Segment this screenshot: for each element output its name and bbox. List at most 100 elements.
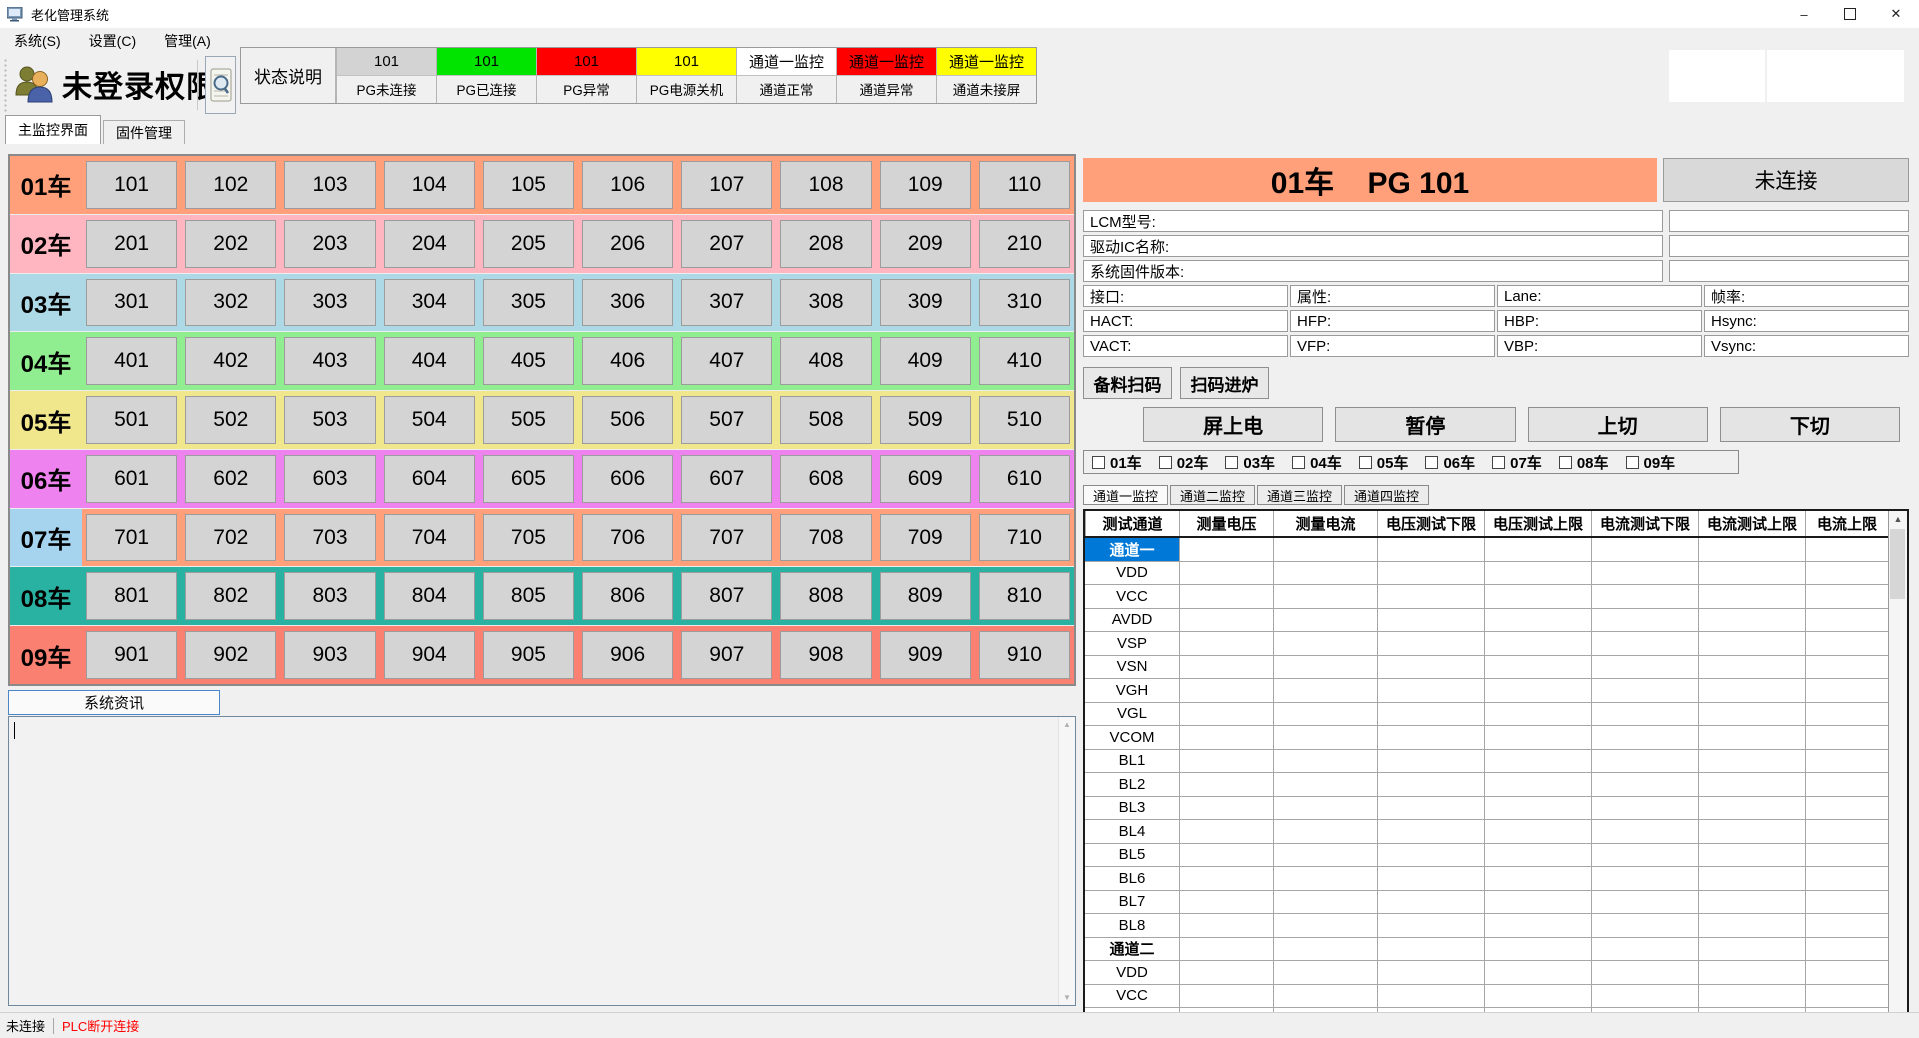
table-cell[interactable] [1698,679,1805,702]
pg-cell[interactable]: 207 [681,219,773,268]
table-cell[interactable] [1591,749,1698,772]
pg-cell[interactable]: 903 [284,631,376,680]
table-cell[interactable] [1179,867,1273,890]
table-cell[interactable] [1484,890,1591,913]
pg-cell[interactable]: 610 [978,454,1071,503]
table-cell[interactable] [1377,843,1484,866]
pg-cell[interactable]: 407 [681,337,773,386]
table-cell[interactable] [1179,914,1273,937]
pg-cell[interactable]: 801 [86,572,178,621]
pg-cell[interactable]: 806 [582,572,674,621]
table-header-cell[interactable]: 电流上限 [1805,511,1888,536]
table-cell[interactable] [1484,632,1591,655]
table-cell[interactable] [1377,867,1484,890]
table-cell[interactable] [1377,561,1484,584]
table-cell[interactable] [1805,632,1888,655]
pg-cell[interactable]: 907 [681,631,773,680]
pg-cell[interactable]: 209 [879,219,971,268]
table-cell-channel[interactable]: 通道一 [1085,538,1179,561]
table-cell[interactable] [1805,867,1888,890]
param-field[interactable]: 属性: [1290,285,1495,307]
table-cell[interactable] [1591,961,1698,984]
table-cell[interactable] [1377,890,1484,913]
info-side-field[interactable] [1669,260,1909,282]
cart-checkbox[interactable]: 05车 [1358,452,1408,473]
cart-checkbox[interactable]: 08车 [1558,452,1609,473]
table-header-cell[interactable]: 电流测试上限 [1698,511,1805,536]
scroll-up-icon[interactable]: ▲ [1893,514,1903,524]
cart-checkbox[interactable]: 03车 [1225,452,1275,473]
table-cell[interactable] [1273,867,1377,890]
table-cell[interactable] [1179,961,1273,984]
param-field[interactable]: Vsync: [1704,335,1909,357]
table-cell[interactable] [1377,655,1484,678]
info-field[interactable]: 驱动IC名称: [1083,235,1663,257]
table-cell[interactable] [1179,796,1273,819]
pg-cell[interactable]: 906 [582,631,674,680]
pg-cell[interactable]: 909 [879,631,971,680]
table-cell[interactable] [1179,843,1273,866]
pg-cell[interactable]: 701 [86,513,178,562]
table-cell[interactable] [1273,890,1377,913]
table-cell[interactable] [1484,538,1591,561]
table-cell[interactable] [1698,702,1805,725]
table-cell[interactable] [1377,914,1484,937]
pg-cell[interactable]: 706 [582,513,674,562]
pg-cell[interactable]: 505 [482,396,575,444]
pg-cell[interactable]: 410 [978,337,1071,386]
table-cell[interactable] [1484,702,1591,725]
table-cell-channel[interactable]: BL2 [1085,773,1179,796]
cart-checkbox[interactable]: 06车 [1425,452,1475,473]
table-cell[interactable] [1805,773,1888,796]
table-cell[interactable] [1273,608,1377,631]
table-cell[interactable] [1273,585,1377,608]
table-cell[interactable] [1698,608,1805,631]
pg-cell[interactable]: 808 [780,572,872,621]
table-cell[interactable] [1377,820,1484,843]
pg-cell[interactable]: 504 [383,396,475,444]
table-header-cell[interactable]: 测试通道 [1085,511,1179,536]
param-field[interactable]: HBP: [1497,310,1702,332]
table-cell-channel[interactable]: BL1 [1085,749,1179,772]
table-cell[interactable] [1179,679,1273,702]
pg-cell[interactable]: 709 [879,513,971,562]
table-cell[interactable] [1273,961,1377,984]
param-field[interactable]: VFP: [1290,335,1495,357]
pg-cell[interactable]: 509 [879,396,971,444]
param-field[interactable]: HFP: [1290,310,1495,332]
table-cell[interactable] [1273,796,1377,819]
pg-cell[interactable]: 905 [482,631,575,680]
pg-cell[interactable]: 404 [383,337,475,386]
table-cell[interactable] [1273,561,1377,584]
table-cell[interactable] [1805,961,1888,984]
pg-cell[interactable]: 603 [284,454,376,503]
pg-cell[interactable]: 501 [86,396,178,444]
table-cell[interactable] [1698,749,1805,772]
pg-cell[interactable]: 302 [185,278,277,327]
pg-cell[interactable]: 402 [185,337,277,386]
table-cell[interactable] [1273,632,1377,655]
pg-cell[interactable]: 303 [284,278,376,327]
table-cell[interactable] [1377,679,1484,702]
table-cell[interactable] [1179,773,1273,796]
pg-cell[interactable]: 503 [284,396,376,444]
pg-cell[interactable]: 607 [681,454,773,503]
pg-cell[interactable]: 101 [86,161,178,209]
pg-cell[interactable]: 202 [185,219,277,268]
table-cell[interactable] [1484,608,1591,631]
action-button[interactable]: 暂停 [1335,407,1516,442]
table-cell[interactable] [1591,561,1698,584]
table-cell[interactable] [1179,937,1273,960]
table-cell[interactable] [1591,726,1698,749]
table-cell-channel[interactable]: BL5 [1085,843,1179,866]
action-button[interactable]: 屏上电 [1143,407,1324,442]
table-cell[interactable] [1591,632,1698,655]
pg-cell[interactable]: 205 [482,219,575,268]
pg-cell[interactable]: 304 [383,278,475,327]
table-cell[interactable] [1484,655,1591,678]
pg-cell[interactable]: 707 [681,513,773,562]
param-field[interactable]: Hsync: [1704,310,1909,332]
table-cell[interactable] [1698,585,1805,608]
pg-cell[interactable]: 102 [185,161,277,209]
table-cell[interactable] [1377,702,1484,725]
